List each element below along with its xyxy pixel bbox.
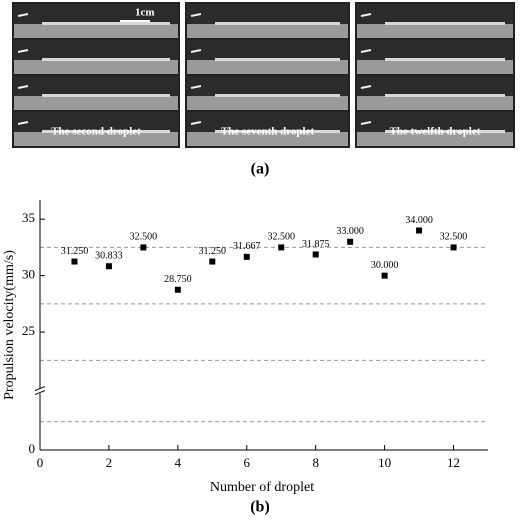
y-axis-label: Propulsion velocity(mm/s) bbox=[2, 250, 17, 400]
needle bbox=[17, 13, 29, 17]
photo-surface-highlight bbox=[215, 130, 340, 133]
value-label: 33.000 bbox=[336, 226, 364, 237]
needle bbox=[190, 49, 202, 53]
scale-bar-label: 1cm bbox=[135, 7, 155, 19]
needle bbox=[360, 49, 372, 53]
point bbox=[71, 258, 78, 265]
point bbox=[347, 238, 354, 245]
y-tick-label: 0 bbox=[29, 441, 36, 456]
photo-surface-highlight bbox=[215, 22, 340, 25]
needle bbox=[17, 49, 29, 53]
value-label: 30.833 bbox=[95, 251, 123, 262]
x-tick-label: 0 bbox=[37, 455, 44, 470]
photo-surface bbox=[187, 132, 348, 146]
value-label: 31.875 bbox=[302, 239, 330, 250]
photo-surface bbox=[14, 132, 178, 146]
x-tick-label: 10 bbox=[378, 455, 391, 470]
point bbox=[450, 244, 457, 251]
column-label: The twelfth droplet bbox=[390, 126, 481, 138]
y-tick-label: 30 bbox=[22, 267, 35, 282]
photo-surface bbox=[357, 96, 513, 110]
point bbox=[278, 244, 285, 251]
photo-surface-highlight bbox=[42, 22, 170, 25]
photo-surface-highlight bbox=[385, 22, 505, 25]
x-tick-label: 8 bbox=[312, 455, 319, 470]
point bbox=[140, 244, 147, 251]
value-label: 31.667 bbox=[233, 241, 261, 252]
photo-surface-highlight bbox=[385, 94, 505, 97]
value-label: 32.500 bbox=[440, 232, 468, 243]
value-label: 32.500 bbox=[267, 232, 295, 243]
photo-surface-highlight bbox=[215, 58, 340, 61]
column-label: The seventh droplet bbox=[221, 126, 315, 138]
needle bbox=[360, 85, 372, 89]
needle bbox=[190, 85, 202, 89]
x-tick-label: 4 bbox=[175, 455, 182, 470]
photo-surface bbox=[357, 132, 513, 146]
photo-surface-highlight bbox=[385, 130, 505, 133]
photo-surface-highlight bbox=[42, 94, 170, 97]
x-axis-label: Number of droplet bbox=[210, 480, 314, 495]
photo-surface bbox=[357, 24, 513, 38]
value-label: 28.750 bbox=[164, 274, 192, 285]
photo-surface bbox=[14, 60, 178, 74]
y-tick-label: 25 bbox=[22, 323, 35, 338]
photo-surface bbox=[14, 24, 178, 38]
point bbox=[381, 272, 388, 279]
needle bbox=[360, 13, 372, 17]
x-tick-label: 6 bbox=[244, 455, 251, 470]
photo-surface-highlight bbox=[215, 94, 340, 97]
photo-surface bbox=[187, 60, 348, 74]
axis-break bbox=[34, 386, 46, 396]
photo-surface bbox=[187, 96, 348, 110]
point bbox=[174, 286, 181, 293]
x-tick-label: 12 bbox=[447, 455, 460, 470]
value-label: 31.250 bbox=[61, 246, 89, 257]
point bbox=[312, 251, 319, 258]
photo-surface bbox=[357, 60, 513, 74]
point bbox=[243, 253, 250, 260]
photo-surface bbox=[14, 96, 178, 110]
photo-surface-highlight bbox=[385, 58, 505, 61]
needle bbox=[17, 121, 29, 125]
caption-b: (b) bbox=[250, 499, 270, 516]
photo-surface bbox=[187, 24, 348, 38]
value-label: 31.250 bbox=[199, 246, 227, 257]
needle bbox=[360, 121, 372, 125]
photo-panel: The second droplet The seventh droplet The… bbox=[12, 2, 515, 148]
needle bbox=[17, 85, 29, 89]
y-tick-label: 35 bbox=[22, 210, 35, 225]
point bbox=[105, 263, 112, 270]
photo-surface-highlight bbox=[42, 58, 170, 61]
x-tick-label: 2 bbox=[106, 455, 113, 470]
needle bbox=[190, 13, 202, 17]
point bbox=[416, 227, 423, 234]
photo-surface-highlight bbox=[42, 130, 170, 133]
value-label: 34.000 bbox=[405, 215, 433, 226]
value-label: 30.000 bbox=[371, 260, 399, 271]
value-label: 32.500 bbox=[130, 232, 158, 243]
needle bbox=[190, 121, 202, 125]
column-label: The second droplet bbox=[51, 126, 141, 138]
caption-a: (a) bbox=[251, 161, 270, 178]
point bbox=[209, 258, 216, 265]
